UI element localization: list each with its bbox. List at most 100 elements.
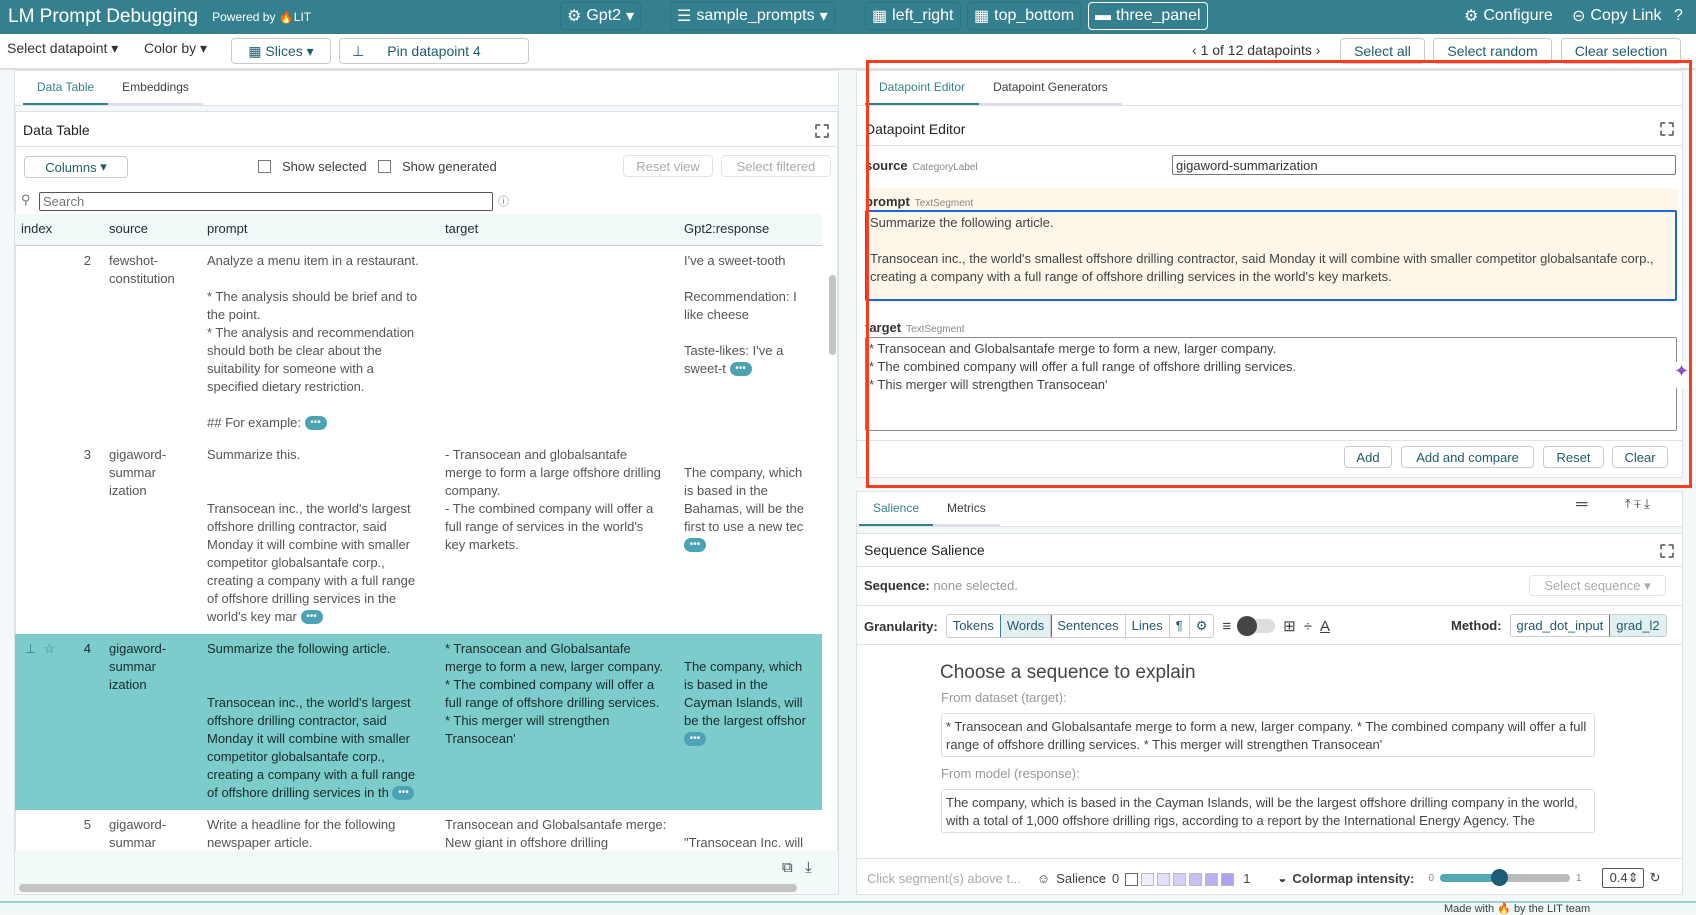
dataset-select[interactable]: ☰ sample_prompts ▾ <box>670 2 835 30</box>
granularity-words[interactable]: Words <box>999 615 1053 637</box>
horizontal-scrollbar[interactable] <box>19 884 797 892</box>
granularity-selector: Tokens Words Sentences Lines ¶ ⚙ <box>945 614 1215 638</box>
column-header-index[interactable]: index <box>15 214 103 246</box>
reset-view-button[interactable]: Reset view <box>623 155 713 177</box>
drag-handle-icon[interactable]: ═ <box>1576 496 1588 513</box>
tab-metrics[interactable]: Metrics <box>933 492 1000 527</box>
table-row[interactable]: 3 gigaword- summar ization Summarize thi… <box>15 440 822 634</box>
expand-icon[interactable]: ••• <box>300 610 323 625</box>
method-grad-l2[interactable]: grad_l2 <box>1609 615 1666 636</box>
reset-icon[interactable]: ↻ <box>1649 870 1661 885</box>
target-textarea[interactable]: * Transocean and Globalsantafe merge to … <box>865 337 1677 431</box>
layout-three-panel[interactable]: ▬ three_panel <box>1088 2 1208 30</box>
select-all-button[interactable]: Select all <box>1340 38 1425 64</box>
cell-target: Transocean and Globalsantafe merge: New … <box>445 816 667 850</box>
choose-sequence-title: Choose a sequence to explain <box>940 662 1196 683</box>
fullscreen-icon[interactable] <box>815 124 829 138</box>
clear-button[interactable]: Clear <box>1612 446 1668 468</box>
copy-icon[interactable]: ⧉ <box>782 859 793 876</box>
clear-selection-button[interactable]: Clear selection <box>1561 38 1681 64</box>
sparkle-icon[interactable]: ✦ <box>1667 361 1696 389</box>
next-icon[interactable]: › <box>1311 42 1321 58</box>
column-header-prompt[interactable]: prompt <box>201 214 439 246</box>
select-datapoint-dropdown[interactable]: Select datapoint ▾ <box>7 40 119 56</box>
module-title: Datapoint Editor <box>865 121 966 137</box>
configure-button[interactable]: ⚙ Configure <box>1464 7 1553 25</box>
editor-tabs: Datapoint Editor Datapoint Generators <box>865 71 1122 106</box>
panel-position-icons[interactable]: ⤒∓⤓ <box>1625 496 1653 511</box>
tab-datapoint-editor[interactable]: Datapoint Editor <box>865 71 980 106</box>
tab-salience[interactable]: Salience <box>859 492 934 527</box>
prompt-textarea[interactable]: Summarize the following article. Transoc… <box>865 210 1677 301</box>
tab-data-table[interactable]: Data Table <box>23 71 109 106</box>
columns-button[interactable]: Columns ▾ <box>24 156 128 178</box>
granularity-sentences[interactable]: Sentences <box>1051 615 1126 637</box>
model-sequence-option[interactable]: The company, which is based in the Cayma… <box>941 789 1595 833</box>
select-filtered-button[interactable]: Select filtered <box>721 155 831 177</box>
expand-icon[interactable]: ••• <box>392 786 415 801</box>
pin-icon[interactable]: ⊥ <box>25 640 37 656</box>
granularity-custom[interactable]: ⚙ <box>1195 618 1208 633</box>
table-row[interactable]: 2 fewshot- constitution Analyze a menu i… <box>15 245 822 440</box>
palette-icon[interactable]: ☺ <box>1036 870 1051 886</box>
download-icon[interactable]: ⤓ <box>805 859 812 876</box>
model-select[interactable]: ⚙ Gpt2 ▾ <box>560 2 642 30</box>
column-header-response[interactable]: Gpt2:response <box>678 214 822 246</box>
density-icon[interactable]: ÷ <box>1303 617 1312 635</box>
tab-embeddings[interactable]: Embeddings <box>108 71 203 106</box>
expand-icon[interactable]: ••• <box>304 416 327 431</box>
table-row[interactable]: 5 gigaword- summar ization Write a headl… <box>15 810 822 851</box>
add-and-compare-button[interactable]: Add and compare <box>1401 446 1534 468</box>
column-header-target[interactable]: target <box>439 214 678 246</box>
tab-datapoint-generators[interactable]: Datapoint Generators <box>979 71 1122 106</box>
dataset-sequence-option[interactable]: * Transocean and Globalsantafe merge to … <box>941 713 1595 757</box>
data-table: index source prompt target Gpt2:response… <box>15 214 822 850</box>
slices-button[interactable]: ▦ Slices ▾ <box>231 38 331 64</box>
powered-by: Powered by 🔥LIT <box>212 10 312 24</box>
select-sequence-dropdown[interactable]: Select sequence ▾ <box>1529 575 1666 596</box>
source-input[interactable] <box>1172 155 1676 175</box>
colormap-intensity-slider[interactable] <box>1440 869 1571 886</box>
expand-icon[interactable]: ••• <box>684 538 706 553</box>
vertical-scrollbar[interactable] <box>829 275 836 355</box>
display-toggle[interactable] <box>1237 616 1276 636</box>
show-generated-checkbox[interactable]: Show generated <box>378 159 497 174</box>
cell-index: ⊥ ☆ 4 <box>15 633 103 810</box>
expand-icon[interactable]: ••• <box>729 362 752 377</box>
fullscreen-icon[interactable] <box>1660 544 1674 558</box>
intensity-input[interactable]: 0.4⇕ <box>1601 868 1644 888</box>
add-button[interactable]: Add <box>1344 446 1392 468</box>
cell-source: gigaword- summar ization <box>109 816 167 850</box>
cell-prompt: Summarize this. Transocean inc., the wor… <box>207 446 416 625</box>
cell-prompt: Write a headline for the following newsp… <box>207 816 396 850</box>
copy-link-button[interactable]: ⊝ Copy Link <box>1572 7 1662 25</box>
search-input[interactable] <box>39 192 493 211</box>
granularity-paragraph[interactable]: ¶ <box>1170 615 1190 637</box>
show-selected-checkbox[interactable]: Show selected <box>258 159 367 174</box>
help-icon[interactable]: ? <box>1674 7 1683 24</box>
expand-icon[interactable]: ••• <box>684 732 706 747</box>
table-row-selected[interactable]: ⊥ ☆ 4 gigaword- summar ization Summarize … <box>15 633 822 810</box>
text-color-icon[interactable]: A <box>1319 617 1330 635</box>
layout-left-right[interactable]: ▦ left_right <box>865 2 961 30</box>
app-title: LM Prompt Debugging <box>8 6 199 27</box>
cell-index: 2 <box>83 252 91 268</box>
granularity-lines[interactable]: Lines <box>1126 615 1170 637</box>
select-random-button[interactable]: Select random <box>1433 38 1552 64</box>
prev-icon[interactable]: ‹ <box>1192 42 1201 58</box>
fullscreen-icon[interactable] <box>1660 122 1674 136</box>
column-header-source[interactable]: source <box>103 214 201 246</box>
star-icon[interactable]: ☆ <box>43 640 56 656</box>
layout-top-bottom[interactable]: ▦ top_bottom <box>967 2 1082 30</box>
granularity-tokens[interactable]: Tokens <box>947 615 1001 637</box>
pin-datapoint-button[interactable]: ⊥ Pin datapoint 4 <box>339 38 529 64</box>
from-model-label: From model (response): <box>941 766 1080 781</box>
cell-response: I've a sweet-tooth Recommendation: I lik… <box>684 252 797 377</box>
color-by-dropdown[interactable]: Color by ▾ <box>144 40 208 56</box>
reset-button[interactable]: Reset <box>1543 446 1604 468</box>
help-icon[interactable]: ⓘ <box>498 196 509 208</box>
wrap-icon[interactable]: ≡ <box>1222 617 1232 635</box>
grid-view-icon[interactable]: ⊞ <box>1283 618 1296 635</box>
method-grad-dot-input[interactable]: grad_dot_input <box>1511 615 1611 636</box>
cell-source: gigaword- summar ization <box>103 633 201 810</box>
